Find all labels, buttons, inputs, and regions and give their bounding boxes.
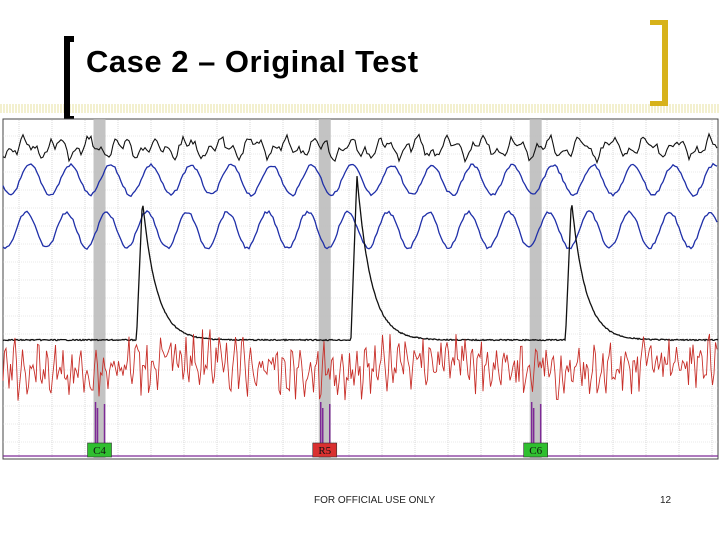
slide-title: Case 2 – Original Test — [86, 44, 419, 79]
channel-upper-respiration — [2, 132, 718, 165]
plot-frame — [2, 118, 719, 460]
polygraph-chart: C4 R5 C6 — [2, 118, 719, 460]
question-label-box — [523, 442, 548, 458]
title-bracket-right-foot — [650, 101, 668, 106]
title-bracket-right — [650, 20, 668, 106]
question-label-box — [312, 442, 338, 458]
question-band — [529, 119, 542, 458]
question-label-box — [87, 442, 112, 458]
page-number: 12 — [660, 495, 672, 506]
title-bracket-left — [64, 36, 74, 122]
question-label: C4 — [93, 445, 106, 457]
channel-cardio — [2, 329, 718, 401]
header-divider — [0, 104, 720, 113]
channel-respiration-2 — [2, 162, 718, 198]
question-label: R5 — [318, 445, 331, 457]
channel-electrodermal — [2, 176, 719, 342]
footer-text: FOR OFFICIAL USE ONLY — [314, 495, 436, 506]
channel-lower-respiration — [2, 209, 718, 251]
question-label: C6 — [529, 445, 542, 457]
